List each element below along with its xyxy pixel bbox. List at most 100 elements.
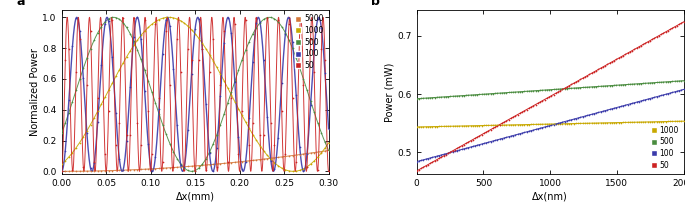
Point — [247, 60, 258, 64]
Point — [147, 167, 158, 171]
Point — [182, 169, 193, 172]
Point — [541, 97, 552, 100]
Point — [168, 165, 179, 169]
Point — [269, 161, 280, 165]
Point — [71, 70, 82, 73]
Point — [233, 107, 244, 110]
Point — [88, 169, 99, 173]
Point — [82, 132, 92, 135]
Point — [528, 123, 539, 126]
Point — [222, 16, 233, 19]
Point — [179, 166, 190, 170]
Point — [427, 156, 438, 159]
Point — [618, 104, 629, 107]
Point — [316, 150, 327, 153]
Point — [651, 95, 662, 98]
Point — [276, 25, 287, 28]
Point — [566, 118, 577, 122]
Point — [474, 124, 485, 127]
Point — [273, 20, 284, 24]
Point — [528, 104, 539, 107]
Point — [521, 108, 532, 111]
Point — [548, 123, 559, 126]
Point — [114, 121, 125, 125]
Point — [262, 115, 273, 118]
Point — [219, 162, 229, 165]
Point — [172, 37, 183, 40]
Point — [197, 164, 208, 167]
Point — [201, 47, 212, 51]
Point — [161, 166, 172, 170]
Point — [631, 46, 642, 50]
Point — [454, 94, 465, 98]
Point — [411, 160, 422, 163]
Point — [96, 25, 107, 28]
Point — [494, 91, 505, 95]
Point — [258, 59, 269, 62]
Point — [566, 83, 577, 86]
Point — [465, 145, 476, 149]
Point — [153, 112, 164, 116]
Point — [499, 120, 510, 124]
Point — [449, 148, 460, 151]
Point — [121, 26, 132, 29]
Point — [139, 89, 150, 92]
Point — [215, 123, 226, 127]
Point — [525, 105, 536, 109]
Point — [645, 120, 656, 123]
Point — [573, 122, 584, 125]
Point — [634, 100, 645, 103]
Point — [164, 24, 175, 28]
Point — [658, 31, 669, 35]
Point — [624, 102, 635, 106]
Point — [255, 21, 266, 25]
Point — [240, 18, 251, 22]
Point — [546, 123, 557, 127]
Point — [622, 83, 633, 86]
Point — [490, 123, 501, 127]
Point — [125, 168, 136, 172]
Point — [521, 123, 532, 126]
Point — [516, 110, 527, 114]
Point — [577, 86, 588, 89]
Point — [125, 49, 136, 53]
Point — [490, 92, 501, 95]
Point — [420, 125, 431, 128]
Point — [656, 120, 667, 123]
Point — [88, 162, 99, 165]
Point — [629, 120, 640, 124]
Point — [613, 56, 624, 60]
Point — [649, 81, 660, 84]
Point — [463, 124, 474, 128]
Point — [305, 151, 316, 155]
Point — [298, 152, 309, 156]
Point — [215, 83, 226, 86]
Point — [525, 89, 536, 93]
Point — [164, 142, 175, 145]
Point — [492, 92, 503, 95]
Point — [229, 100, 240, 103]
Point — [226, 31, 237, 35]
Point — [222, 160, 233, 163]
Point — [483, 129, 494, 132]
Point — [273, 164, 284, 167]
Point — [553, 122, 564, 126]
Point — [64, 155, 75, 159]
Point — [569, 117, 580, 121]
Point — [469, 124, 480, 127]
Point — [287, 40, 298, 44]
Point — [537, 89, 548, 92]
Point — [208, 59, 219, 62]
Point — [284, 154, 295, 158]
Point — [190, 170, 201, 173]
Point — [251, 21, 262, 25]
Point — [539, 122, 550, 126]
Point — [546, 94, 557, 97]
Point — [660, 120, 671, 123]
Point — [658, 120, 669, 123]
Point — [418, 165, 429, 169]
Point — [436, 125, 447, 128]
Point — [537, 99, 548, 103]
Point — [262, 16, 273, 19]
Point — [622, 103, 633, 106]
